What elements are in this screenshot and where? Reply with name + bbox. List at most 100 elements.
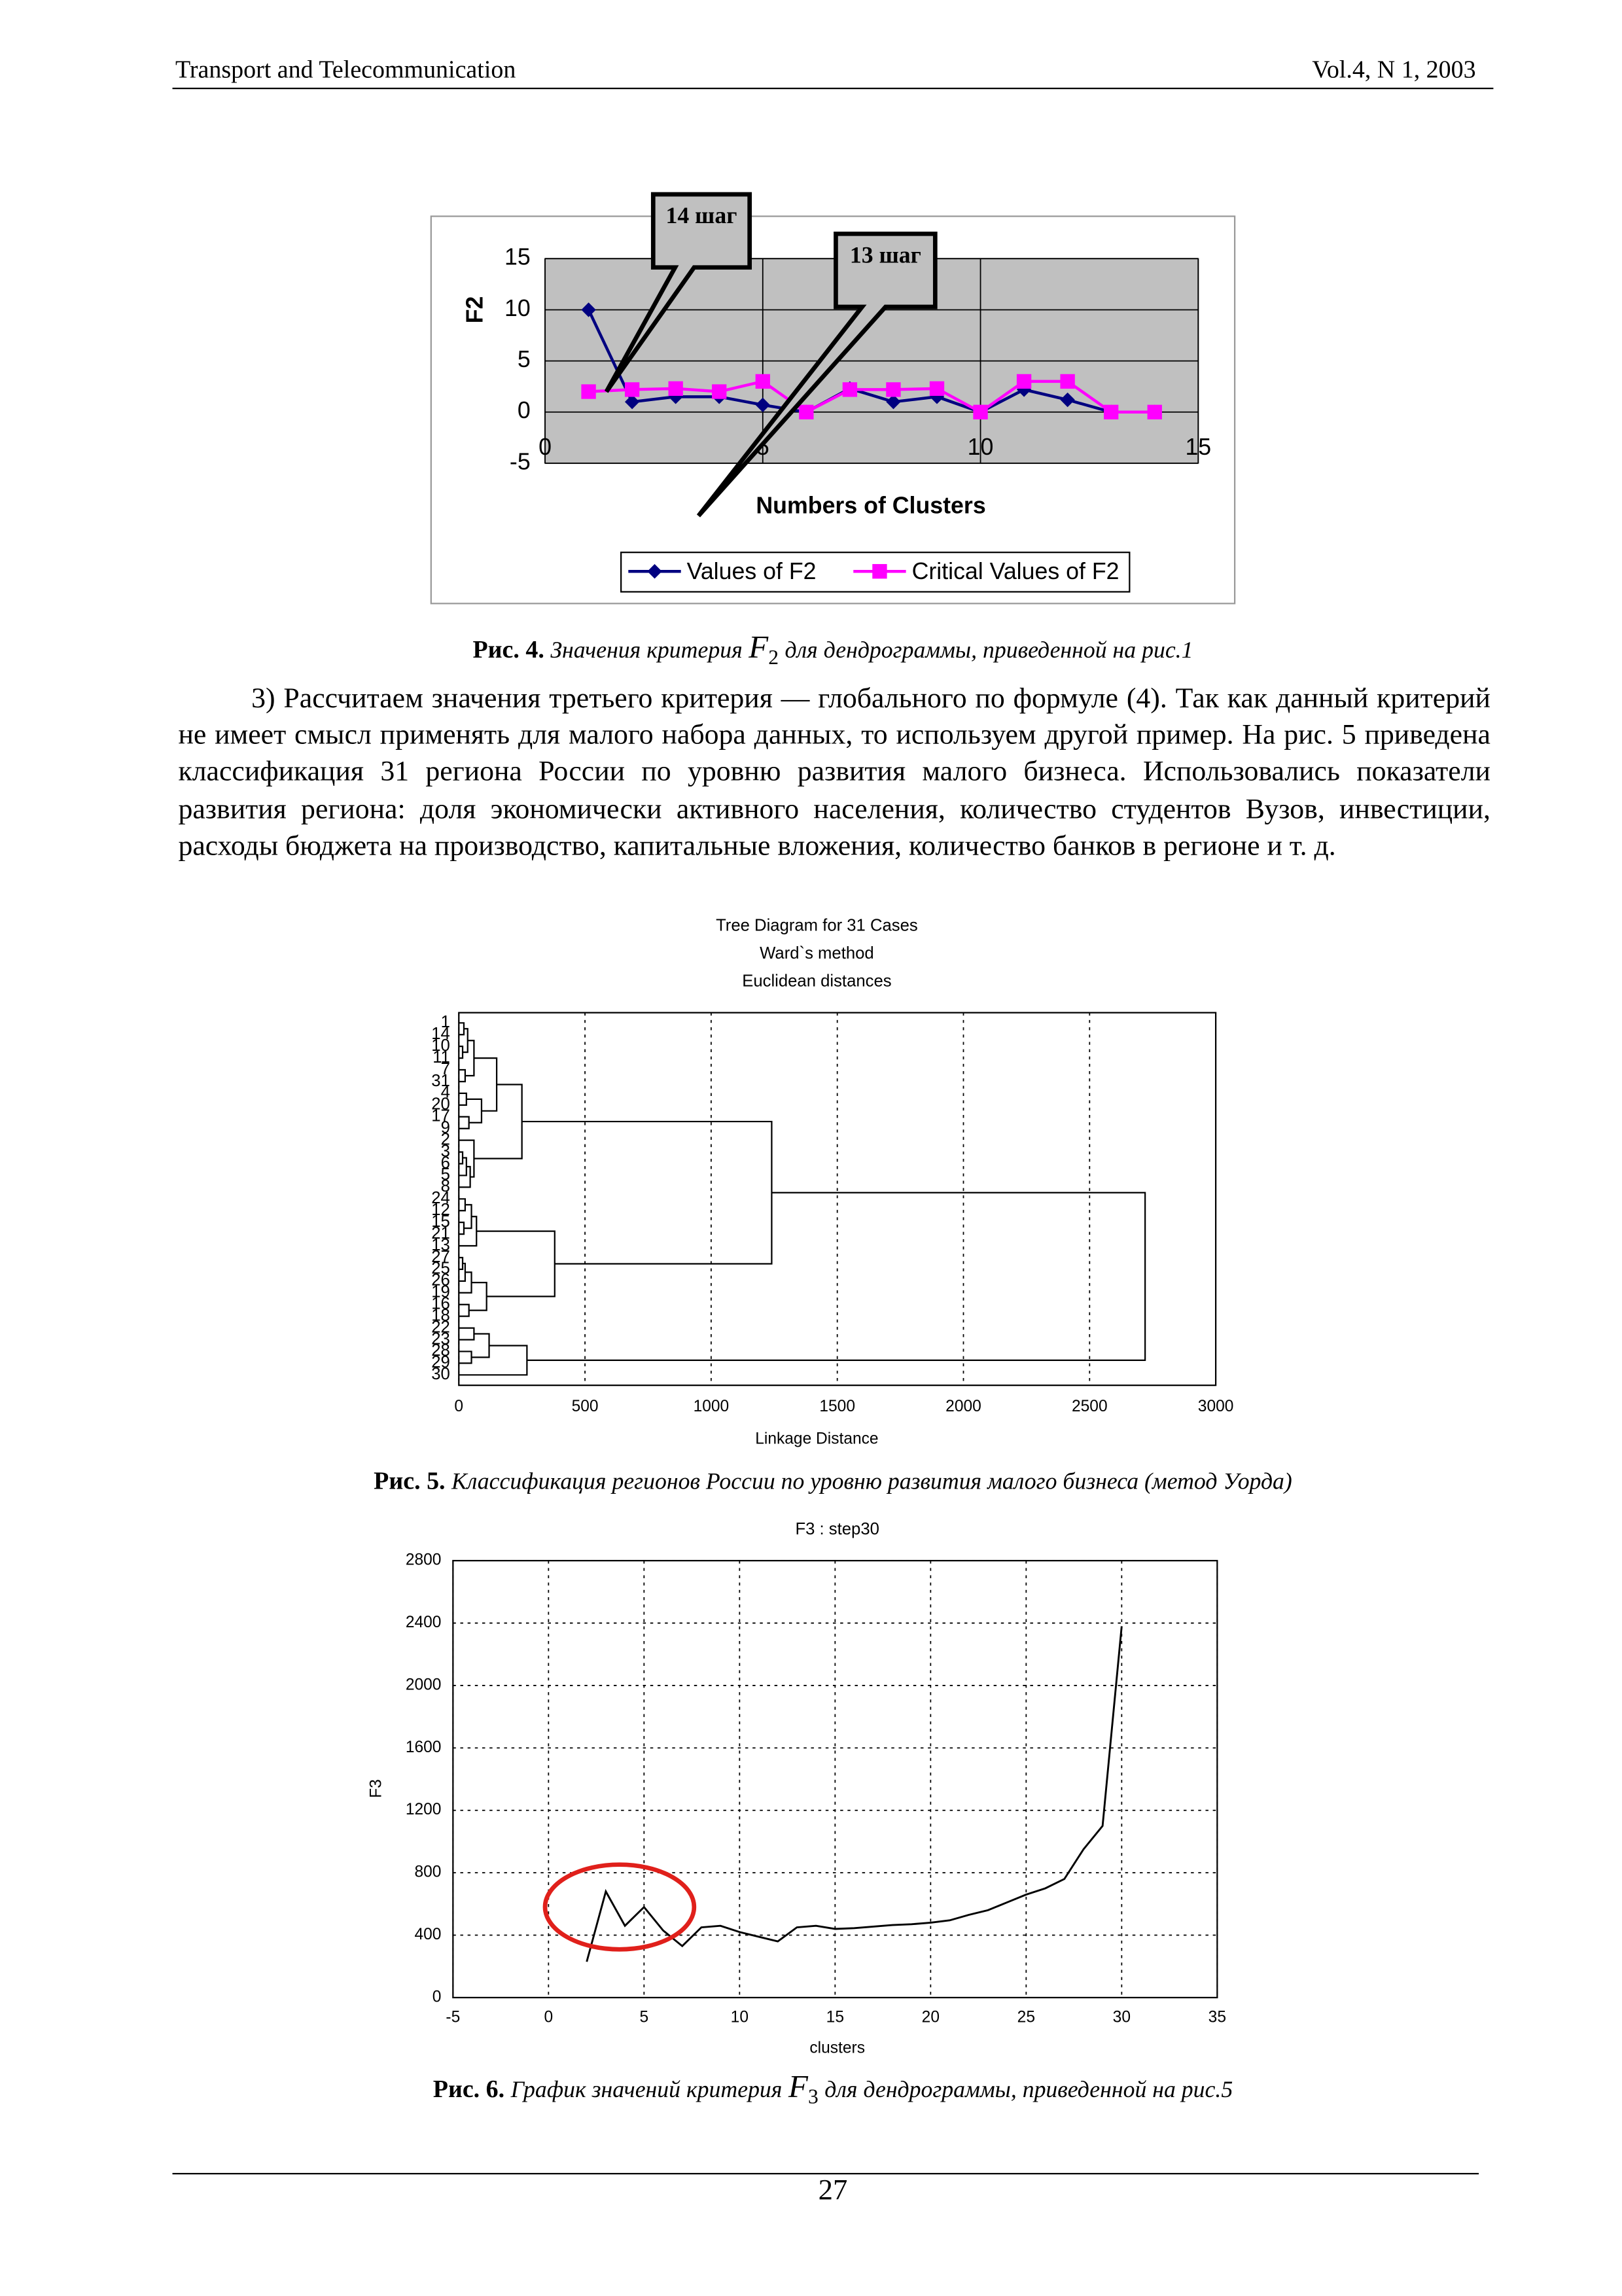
header-left: Transport and Telecommunication [175,55,516,84]
marker [1060,374,1075,389]
merge-link [527,1192,1146,1362]
leaf-label: 29 [431,1353,450,1371]
leaf-label: 22 [431,1318,450,1336]
caption-text: для дендрограммы, приведенной на рис.1 [785,638,1193,663]
y-tick-label: 1200 [406,1801,442,1818]
leaf-label: 5 [441,1165,450,1184]
leaf-label: 18 [431,1306,450,1324]
leaf-label: 1 [441,1013,450,1031]
x-tick-label: 0 [544,2009,553,2026]
data-line [586,1626,1123,1962]
caption-text: Значения критерия [550,638,743,663]
caption-label: Рис. 4. [472,635,544,663]
y-tick-label: 5 [518,346,531,372]
callout-text: 14 шаг [666,202,737,228]
marker [1016,374,1032,389]
leaf-label: 4 [441,1084,450,1102]
page-number: 27 [818,2174,848,2207]
leaf-label: 13 [431,1236,450,1254]
leaf-label: 19 [431,1283,450,1301]
x-tick-label: 1500 [819,1398,855,1415]
y-tick-label: 15 [504,244,531,270]
x-axis-label: Numbers of Clusters [756,492,985,518]
caption-index: 2 [768,646,779,670]
y-tick-label: 800 [414,1863,441,1881]
leaf-label: 12 [431,1201,450,1219]
legend-label: Critical Values of F2 [912,558,1120,584]
caption: Рис. 5. Классификация регионов России по… [146,1467,1519,1496]
x-axis-label: Linkage Distance [755,1430,878,1447]
leaf-label: 8 [441,1177,450,1195]
marker [886,394,901,410]
x-tick-label: 500 [572,1398,599,1415]
marker [755,397,770,413]
x-tick-label: 2000 [945,1398,981,1415]
caption-label: Рис. 5. [374,1467,446,1495]
marker [581,302,596,317]
merge-link [459,1271,472,1294]
marker [1060,392,1075,408]
leaf-label: 15 [431,1212,450,1231]
leaf-label: 10 [431,1036,450,1055]
x-tick-label: 30 [1113,2009,1131,2026]
merge-link [463,1204,472,1229]
leaf-label: 31 [431,1072,450,1090]
x-tick-label: 2500 [1072,1398,1108,1415]
leaf-label: 24 [431,1189,450,1207]
x-tick-label: 10 [968,434,994,460]
leaf-label: 20 [431,1095,450,1114]
leaf-label: 6 [441,1154,450,1172]
leaf-label: 27 [431,1248,450,1266]
marker [1147,404,1162,419]
y-axis-label: F3 [368,1779,385,1798]
x-tick-label: 5 [639,2009,648,2026]
merge-link [468,1281,487,1311]
x-tick-label: 0 [454,1398,463,1415]
x-tick-label: 3000 [1198,1398,1234,1415]
marker [647,564,662,579]
leaf-label: 30 [431,1365,450,1383]
x-tick-label: 15 [1185,434,1211,460]
y-tick-label: 0 [432,1988,442,2005]
leaf-label: 16 [431,1294,450,1313]
leaf-label: 3 [441,1142,450,1160]
header-rule [172,87,1494,90]
leaf-label: 9 [441,1118,450,1137]
leaf-label: 2 [441,1130,450,1148]
y-axis-label: F2 [461,296,487,324]
x-tick-label: 25 [1017,2009,1035,2026]
callout [604,192,752,393]
caption-symbol: F [788,2068,808,2104]
leaf-label: 11 [432,1048,450,1067]
callout [696,231,938,518]
leaf-label: 23 [431,1330,450,1348]
chart-title: Euclidean distances [742,972,891,991]
y-tick-label: 2000 [406,1676,442,1693]
x-tick-label: 20 [922,2009,940,2026]
chart-title: Tree Diagram for 31 Cases [716,917,918,935]
marker [842,382,858,397]
legend-label: Values of F2 [687,558,817,584]
x-axis-label: clusters [809,2040,865,2057]
marker [886,382,901,397]
x-tick-label: -5 [446,2009,460,2026]
header-right: Vol.4, N 1, 2003 [1312,55,1476,84]
merge-link [476,1230,555,1298]
x-tick-label: 35 [1208,2009,1226,2026]
y-tick-label: 10 [504,295,531,321]
plot-area [452,1560,1218,1999]
leaf-label: 21 [431,1224,450,1243]
caption-index: 3 [807,2085,819,2110]
chart-title: Ward`s method [760,944,874,963]
y-tick-label: -5 [510,448,531,474]
chart-title: F3 : step30 [795,1520,879,1538]
highlight-ellipse [542,1862,697,1952]
x-tick-label: 1000 [694,1398,730,1415]
body-paragraph: 3) Рассчитаем значения третьего критерия… [178,684,1490,862]
plot-area [458,1012,1217,1386]
marker [581,384,596,399]
leaf-label: 25 [431,1260,450,1278]
